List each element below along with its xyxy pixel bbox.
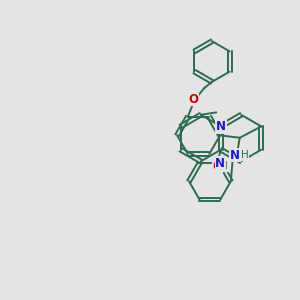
Text: N: N bbox=[230, 148, 240, 162]
Text: O: O bbox=[188, 93, 198, 106]
Text: N: N bbox=[216, 120, 226, 133]
Text: O: O bbox=[212, 160, 222, 172]
Text: N: N bbox=[215, 157, 225, 170]
Text: H: H bbox=[220, 161, 228, 171]
Text: H: H bbox=[241, 150, 249, 160]
